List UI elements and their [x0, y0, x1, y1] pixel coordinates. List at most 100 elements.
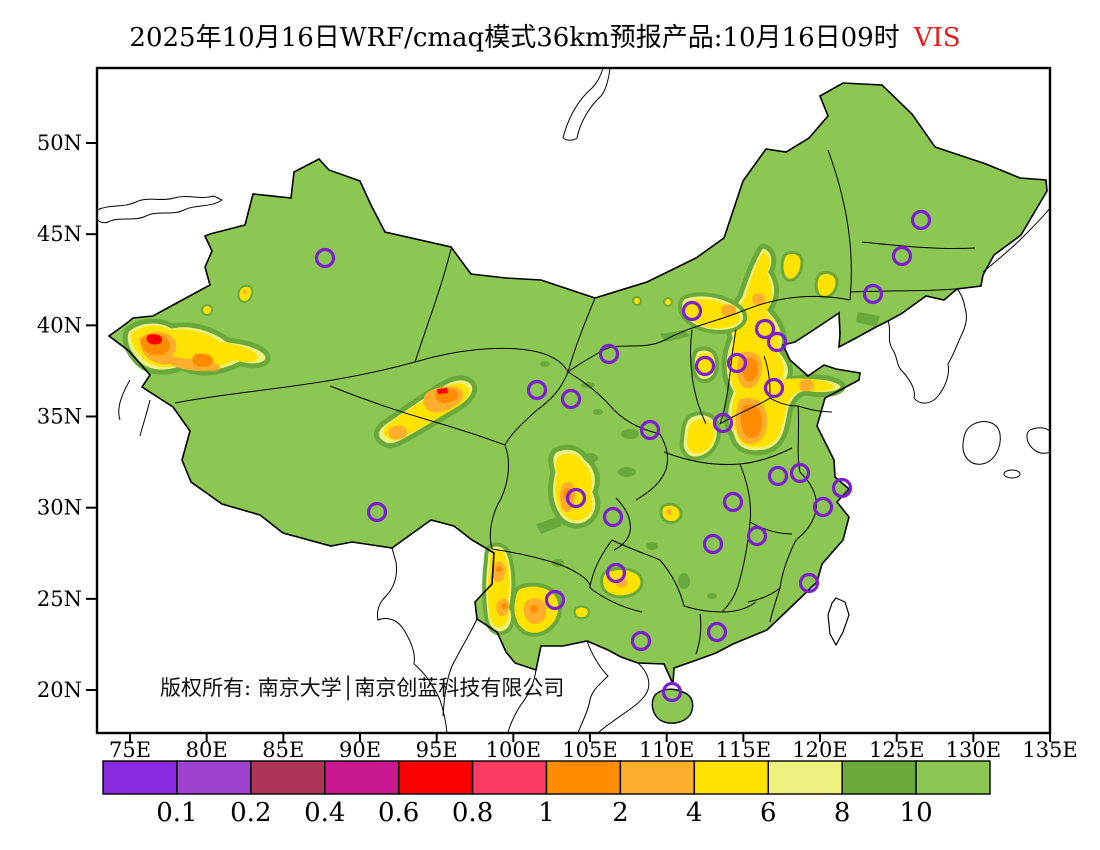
lon-tick-label: 85E: [262, 738, 304, 762]
city-marker: [314, 247, 336, 269]
blob-north-china-amber4: [752, 293, 766, 306]
lat-tick-label: 45N: [37, 222, 82, 246]
city-marker: [560, 388, 582, 410]
vis-8-10-patch: [618, 467, 636, 477]
vietnam-laos-border: [577, 640, 609, 734]
lon-tick-label: 120E: [792, 738, 847, 762]
city-marker: [798, 572, 820, 594]
colorbar-level-label: 6: [760, 798, 777, 828]
city-marker: [565, 487, 587, 509]
vis-8-10-patch: [707, 593, 717, 599]
colorbar-segment: [250, 760, 326, 795]
vis-8-10-patch: [856, 312, 880, 327]
lon-tick-label: 105E: [562, 738, 617, 762]
blob-west-hubei-amber: [666, 509, 672, 515]
blob-guizhou-spot: [573, 605, 591, 620]
city-marker: [891, 245, 913, 267]
vietnam-coast: [597, 662, 650, 734]
china-landmass: [109, 83, 1047, 684]
city-marker: [746, 525, 768, 547]
vis-8-10-patch: [678, 573, 690, 589]
blob-chengde-streak1: [780, 250, 804, 282]
bangladesh-border: [377, 547, 415, 665]
city-marker: [763, 377, 785, 399]
low-visibility-blobs: [122, 243, 846, 637]
colorbar-level-label: 0.4: [304, 798, 345, 828]
primorye-coast: [982, 207, 1051, 273]
city-marker: [526, 379, 548, 401]
lon-tick-label: 125E: [869, 738, 924, 762]
blob-qaidam-amber2: [388, 425, 408, 440]
lon-tick-label: 100E: [486, 738, 541, 762]
blob-north-china-amber3: [799, 379, 815, 392]
colorbar-segment: [693, 760, 769, 795]
city-marker: [366, 501, 388, 523]
lake-balkhash: [96, 195, 223, 224]
city-marker: [639, 419, 661, 441]
vis-8-10-patch: [646, 542, 658, 550]
city-marker: [661, 681, 683, 703]
latitude-axis: 50N 45N 40N 35N 30N 25N 20N: [37, 131, 97, 702]
colorbar: 0.1 0.2 0.4 0.6 0.8 1 2 4 6 8 10: [102, 760, 991, 828]
colorbar-level-label: 0.8: [452, 798, 493, 828]
blob-north-xinjiang-amber-dot: [243, 290, 247, 294]
city-marker: [910, 209, 932, 231]
colorbar-segment: [324, 760, 400, 795]
figure-title-main: 2025年10月16日WRF/cmaq模式36km预报产品:10月16日09时: [129, 23, 899, 53]
blob-hohhot-amber: [721, 304, 737, 317]
copyright-text: 版权所有: 南京大学│南京创蓝科技有限公司: [160, 675, 564, 701]
lat-tick-label: 30N: [37, 496, 82, 520]
lon-tick-label: 90E: [339, 738, 381, 762]
colorbar-level-label: 0.6: [378, 798, 419, 828]
figure-title: 2025年10月16日WRF/cmaq模式36km预报产品:10月16日09时 V…: [129, 23, 960, 53]
blob-north-xinjiang-spot: [201, 304, 213, 316]
blob-small-spot: [663, 297, 673, 307]
colorbar-segment: [545, 760, 622, 795]
kyushu-island: [962, 421, 1001, 465]
korea-peninsula: [887, 288, 967, 404]
vis-8-10-patch: [536, 517, 562, 534]
hainan-island: [651, 688, 694, 724]
lon-tick-label: 135E: [1022, 738, 1077, 762]
vis-8-10-patch: [621, 429, 639, 439]
colorbar-level-label: 4: [686, 798, 703, 828]
blob-central-yunnan-orange: [530, 605, 538, 613]
city-marker: [605, 562, 627, 584]
colorbar-segment: [102, 760, 178, 795]
colorbar-segment: [915, 760, 991, 795]
colorbar-level-label: 8: [834, 798, 851, 828]
lon-tick-label: 80E: [186, 738, 228, 762]
myanmar-border: [442, 618, 478, 717]
figure-title-variable: VIS: [913, 23, 961, 53]
city-marker: [681, 300, 703, 322]
vis-8-10-patch: [540, 361, 550, 367]
city-marker: [694, 355, 716, 377]
city-marker: [712, 412, 734, 434]
vis-8-10-patch: [593, 409, 603, 415]
lon-tick-label: 115E: [716, 738, 771, 762]
lat-tick-label: 35N: [37, 405, 82, 429]
blob-nw-yunnan-orange1: [496, 566, 502, 572]
china-border: [107, 82, 1048, 685]
colorbar-level-label: 10: [900, 798, 933, 828]
colorbar-segment: [176, 760, 252, 795]
city-marker: [812, 496, 834, 518]
blob-north-china-orange2: [740, 404, 762, 439]
lon-tick-label: 130E: [946, 738, 1001, 762]
city-marker: [766, 331, 788, 353]
shikoku-islet: [1003, 469, 1021, 479]
lon-tick-label: 110E: [639, 738, 694, 762]
city-marker: [722, 491, 744, 513]
colorbar-segment: [767, 760, 843, 795]
city-marker: [789, 462, 811, 484]
city-marker: [754, 318, 776, 340]
city-marker: [706, 621, 728, 643]
city-marker: [544, 589, 566, 611]
city-marker: [602, 506, 624, 528]
lat-tick-label: 50N: [37, 131, 82, 155]
city-marker: [831, 477, 853, 499]
blob-west-xinjiang-red: [146, 334, 162, 345]
lon-tick-label: 95E: [416, 738, 458, 762]
city-marker: [598, 343, 620, 365]
